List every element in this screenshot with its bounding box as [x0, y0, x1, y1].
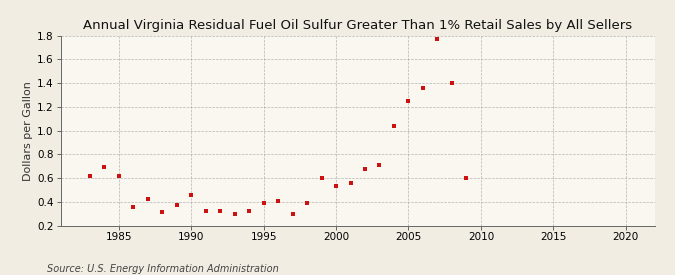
Point	[230, 211, 240, 216]
Text: Source: U.S. Energy Information Administration: Source: U.S. Energy Information Administ…	[47, 264, 279, 274]
Point	[418, 86, 429, 90]
Point	[84, 174, 95, 178]
Point	[331, 184, 342, 189]
Point	[186, 192, 196, 197]
Point	[389, 124, 400, 128]
Point	[461, 176, 472, 180]
Point	[447, 81, 458, 85]
Point	[360, 166, 371, 171]
Y-axis label: Dollars per Gallon: Dollars per Gallon	[23, 81, 33, 181]
Title: Annual Virginia Residual Fuel Oil Sulfur Greater Than 1% Retail Sales by All Sel: Annual Virginia Residual Fuel Oil Sulfur…	[83, 19, 632, 32]
Point	[432, 37, 443, 42]
Point	[345, 181, 356, 185]
Point	[403, 99, 414, 103]
Point	[99, 165, 109, 170]
Point	[142, 197, 153, 202]
Point	[157, 210, 167, 215]
Point	[287, 211, 298, 216]
Point	[128, 204, 138, 209]
Point	[113, 174, 124, 178]
Point	[215, 209, 225, 213]
Point	[258, 201, 269, 205]
Point	[374, 163, 385, 167]
Point	[302, 201, 313, 205]
Point	[273, 198, 284, 203]
Point	[171, 203, 182, 208]
Point	[244, 209, 254, 213]
Point	[316, 176, 327, 180]
Point	[200, 209, 211, 213]
